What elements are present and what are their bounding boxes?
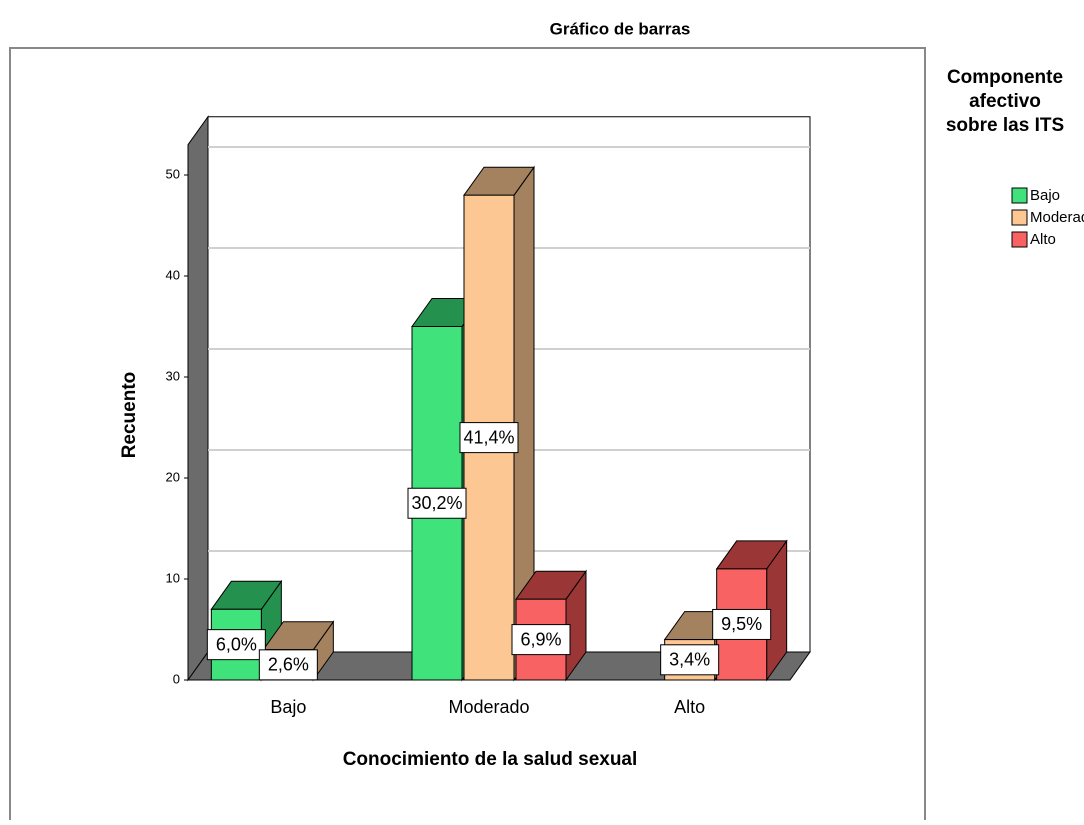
- legend-swatch: [1011, 187, 1028, 204]
- legend-title: afectivo: [969, 91, 1041, 112]
- legend-swatch: [1011, 209, 1028, 226]
- data-label: 30,2%: [411, 493, 462, 513]
- data-label-box: [511, 624, 571, 656]
- y-tick-label: 30: [166, 368, 180, 383]
- y-axis-label: Recuento: [119, 372, 140, 459]
- chart-title: Gráfico de barras: [550, 19, 691, 38]
- data-label-box: [258, 649, 318, 681]
- x-tick-label: Alto: [674, 697, 705, 717]
- data-label: 6,9%: [520, 629, 561, 649]
- data-label: 9,5%: [721, 614, 762, 634]
- left-wall: [187, 115, 209, 682]
- y-tick-label: 10: [166, 570, 180, 585]
- y-tick-label: 20: [166, 469, 180, 484]
- data-label-box: [660, 644, 720, 676]
- data-label-box: [459, 422, 519, 454]
- legend-label: Bajo: [1030, 187, 1060, 204]
- data-label: 6,0%: [216, 634, 257, 654]
- legend-swatch: [1011, 231, 1028, 248]
- data-label-box: [206, 629, 266, 661]
- y-tick-label: 0: [173, 671, 180, 686]
- data-label: 41,4%: [463, 427, 514, 447]
- data-label: 2,6%: [268, 655, 309, 675]
- data-label: 3,4%: [669, 650, 710, 670]
- x-axis-label: Conocimiento de la salud sexual: [343, 749, 638, 770]
- x-tick-label: Moderado: [448, 697, 529, 717]
- data-label-box: [407, 487, 467, 519]
- legend-label: Alto: [1030, 231, 1056, 248]
- y-tick-label: 50: [166, 166, 180, 181]
- y-tick-label: 40: [166, 267, 180, 282]
- legend-title: Componente: [947, 67, 1063, 88]
- frame: [9, 47, 926, 820]
- legend-label: Moderado: [1030, 209, 1084, 226]
- x-tick-label: Bajo: [270, 697, 306, 717]
- legend-title: sobre las ITS: [946, 115, 1064, 136]
- data-label-box: [712, 608, 772, 640]
